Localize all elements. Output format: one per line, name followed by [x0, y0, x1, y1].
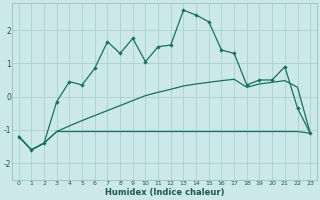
X-axis label: Humidex (Indice chaleur): Humidex (Indice chaleur): [105, 188, 224, 197]
